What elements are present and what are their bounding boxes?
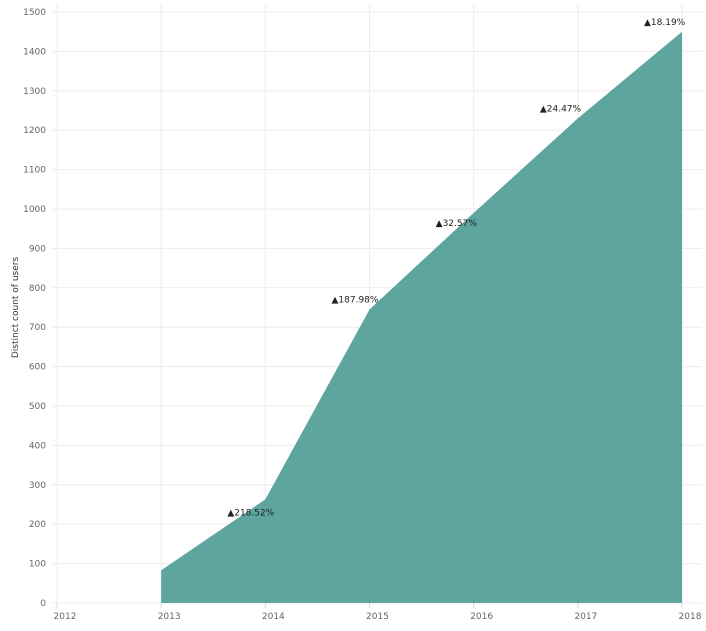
x-axis-ticks: 2012 2013 2014 2015 2016 2017 2018 bbox=[54, 612, 702, 622]
x-tick-label: 2012 bbox=[54, 612, 77, 622]
pct-change-label: ▲32.57% bbox=[436, 219, 478, 229]
x-tick-label: 2014 bbox=[262, 612, 285, 622]
x-tick-label: 2016 bbox=[470, 612, 493, 622]
y-tick-label: 1200 bbox=[23, 126, 46, 136]
y-tick-label: 100 bbox=[29, 560, 46, 570]
y-tick-label: 700 bbox=[29, 323, 46, 333]
y-tick-label: 1300 bbox=[23, 87, 46, 97]
y-tick-label: 1400 bbox=[23, 47, 46, 57]
y-tick-label: 300 bbox=[29, 481, 46, 491]
y-tick-label: 600 bbox=[29, 363, 46, 373]
y-tick-label: 400 bbox=[29, 441, 46, 451]
pct-change-label: ▲218.52% bbox=[227, 508, 274, 518]
x-tick-label: 2018 bbox=[679, 612, 702, 622]
y-tick-label: 0 bbox=[40, 599, 46, 609]
y-tick-label: 500 bbox=[29, 402, 46, 412]
y-axis-ticks: 0 100 200 300 400 500 600 700 800 900 1000 1100 1200… bbox=[23, 8, 46, 609]
pct-change-label: ▲187.98% bbox=[332, 296, 379, 306]
pct-change-label: ▲24.47% bbox=[540, 105, 582, 115]
pct-change-label: ▲18.19% bbox=[644, 18, 686, 28]
x-tick-label: 2015 bbox=[366, 612, 389, 622]
x-tick-label: 2013 bbox=[158, 612, 181, 622]
y-tick-label: 1100 bbox=[23, 166, 46, 176]
y-tick-label: 900 bbox=[29, 244, 46, 254]
x-tick-label: 2017 bbox=[574, 612, 597, 622]
area-fill bbox=[161, 31, 682, 603]
y-tick-label: 1000 bbox=[23, 205, 46, 215]
y-tick-label: 800 bbox=[29, 284, 46, 294]
data-labels: ▲218.52% ▲187.98% ▲32.57% ▲24.47% ▲18.19% bbox=[227, 18, 685, 519]
area-series bbox=[161, 31, 683, 603]
y-tick-label: 1500 bbox=[23, 8, 46, 18]
y-tick-label: 200 bbox=[29, 520, 46, 530]
y-axis-title: Distinct count of users bbox=[11, 257, 21, 359]
